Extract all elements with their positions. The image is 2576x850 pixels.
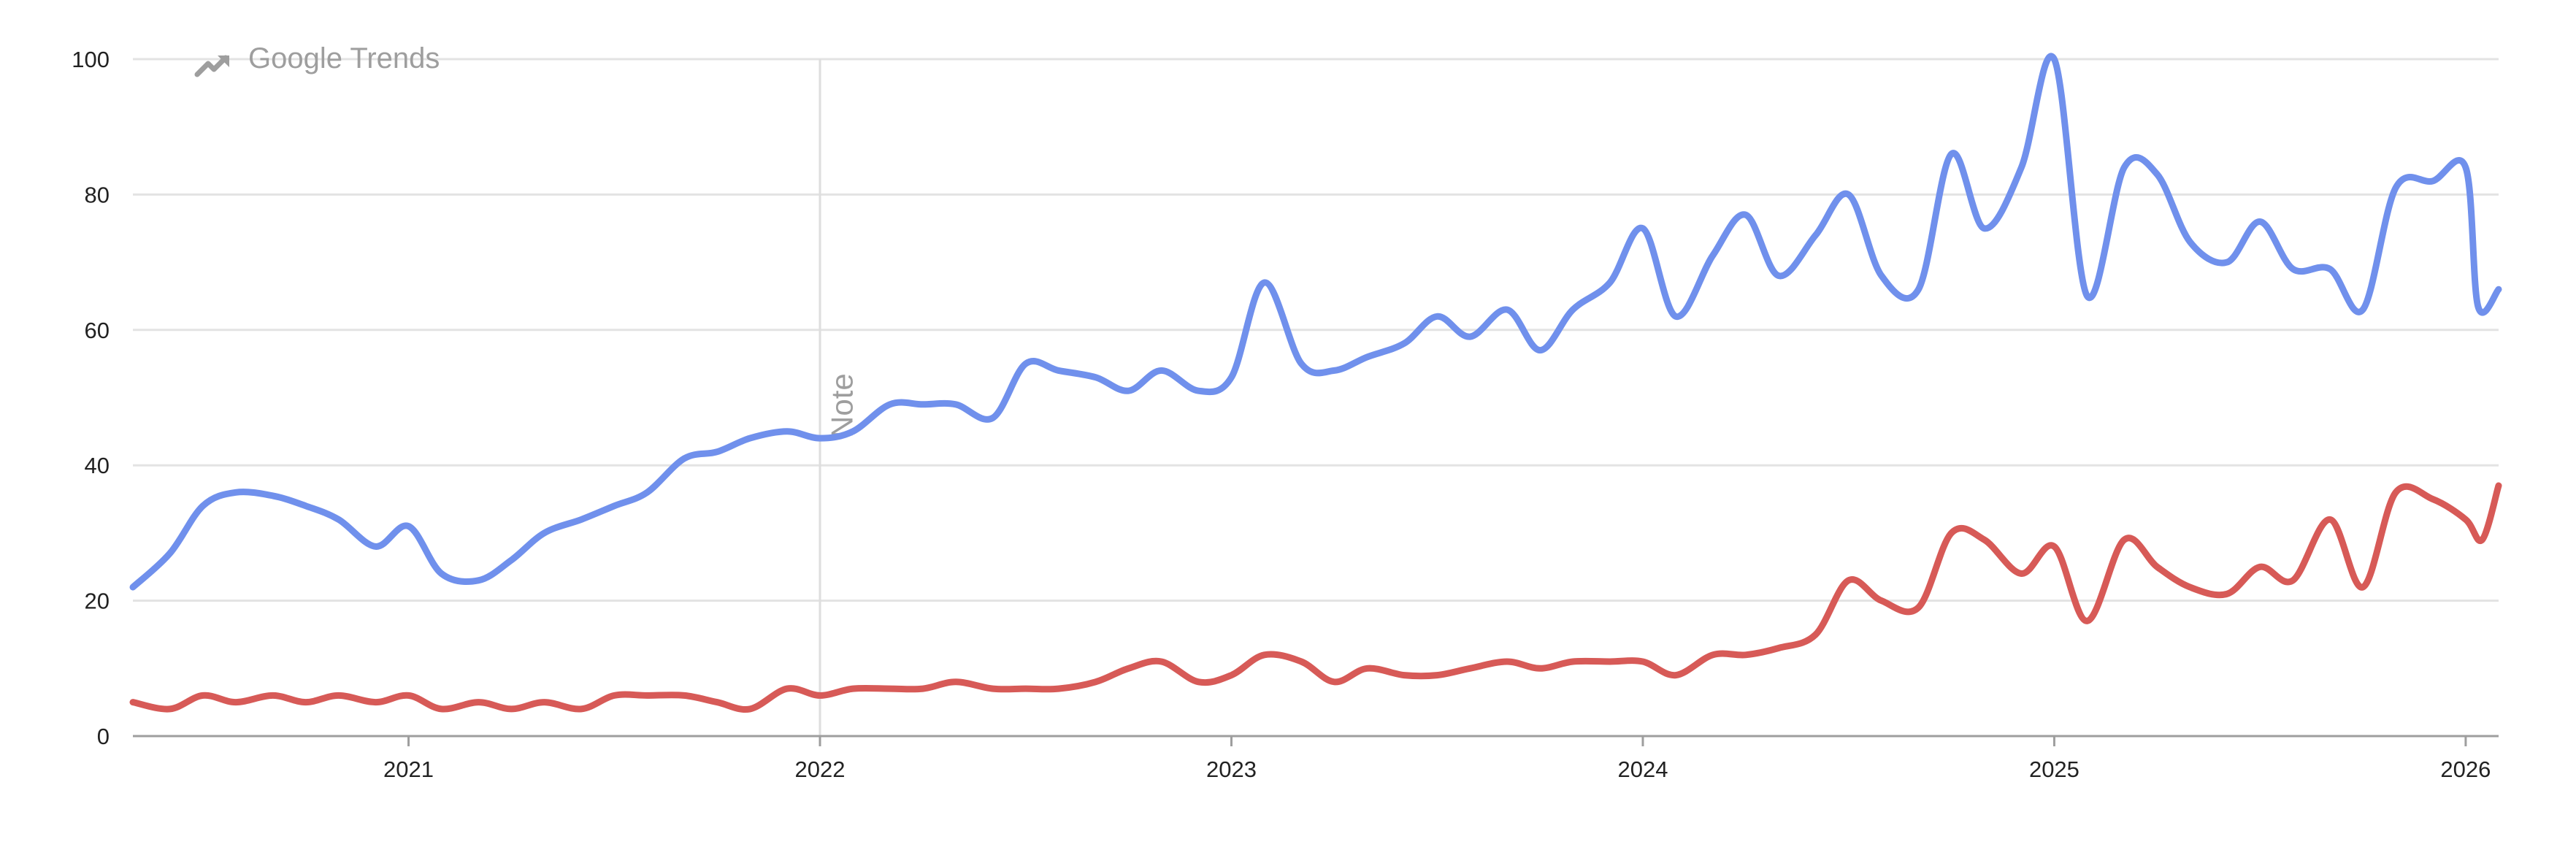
y-tick-label: 60 — [85, 318, 110, 343]
y-tick-label: 40 — [85, 453, 110, 478]
series-lines — [129, 53, 2502, 713]
x-tick-label: 2021 — [383, 757, 434, 782]
x-axis-ticks: 2021 2022 2023 2024 2025 2026 — [383, 736, 2491, 782]
x-tick-label: 2024 — [1617, 757, 1668, 782]
y-tick-label: 0 — [97, 724, 110, 749]
watermark-label: Google Trends — [248, 42, 440, 74]
y-axis-ticks: 0 20 40 60 80 100 — [72, 47, 110, 749]
series-line-2[interactable] — [129, 482, 2502, 713]
x-tick-label: 2022 — [795, 757, 846, 782]
note-label: Note — [824, 373, 859, 438]
trending-up-icon — [194, 55, 229, 77]
note-marker[interactable]: Note — [819, 59, 859, 736]
y-tick-label: 80 — [85, 182, 110, 207]
series-line-1[interactable] — [129, 53, 2502, 591]
x-tick-label: 2025 — [2029, 757, 2079, 782]
google-trends-watermark: Google Trends — [194, 42, 440, 77]
x-tick-label: 2026 — [2440, 757, 2491, 782]
y-tick-label: 20 — [85, 589, 110, 614]
x-tick-label: 2023 — [1206, 757, 1257, 782]
gridlines — [133, 58, 2499, 602]
y-tick-label: 100 — [72, 47, 110, 72]
